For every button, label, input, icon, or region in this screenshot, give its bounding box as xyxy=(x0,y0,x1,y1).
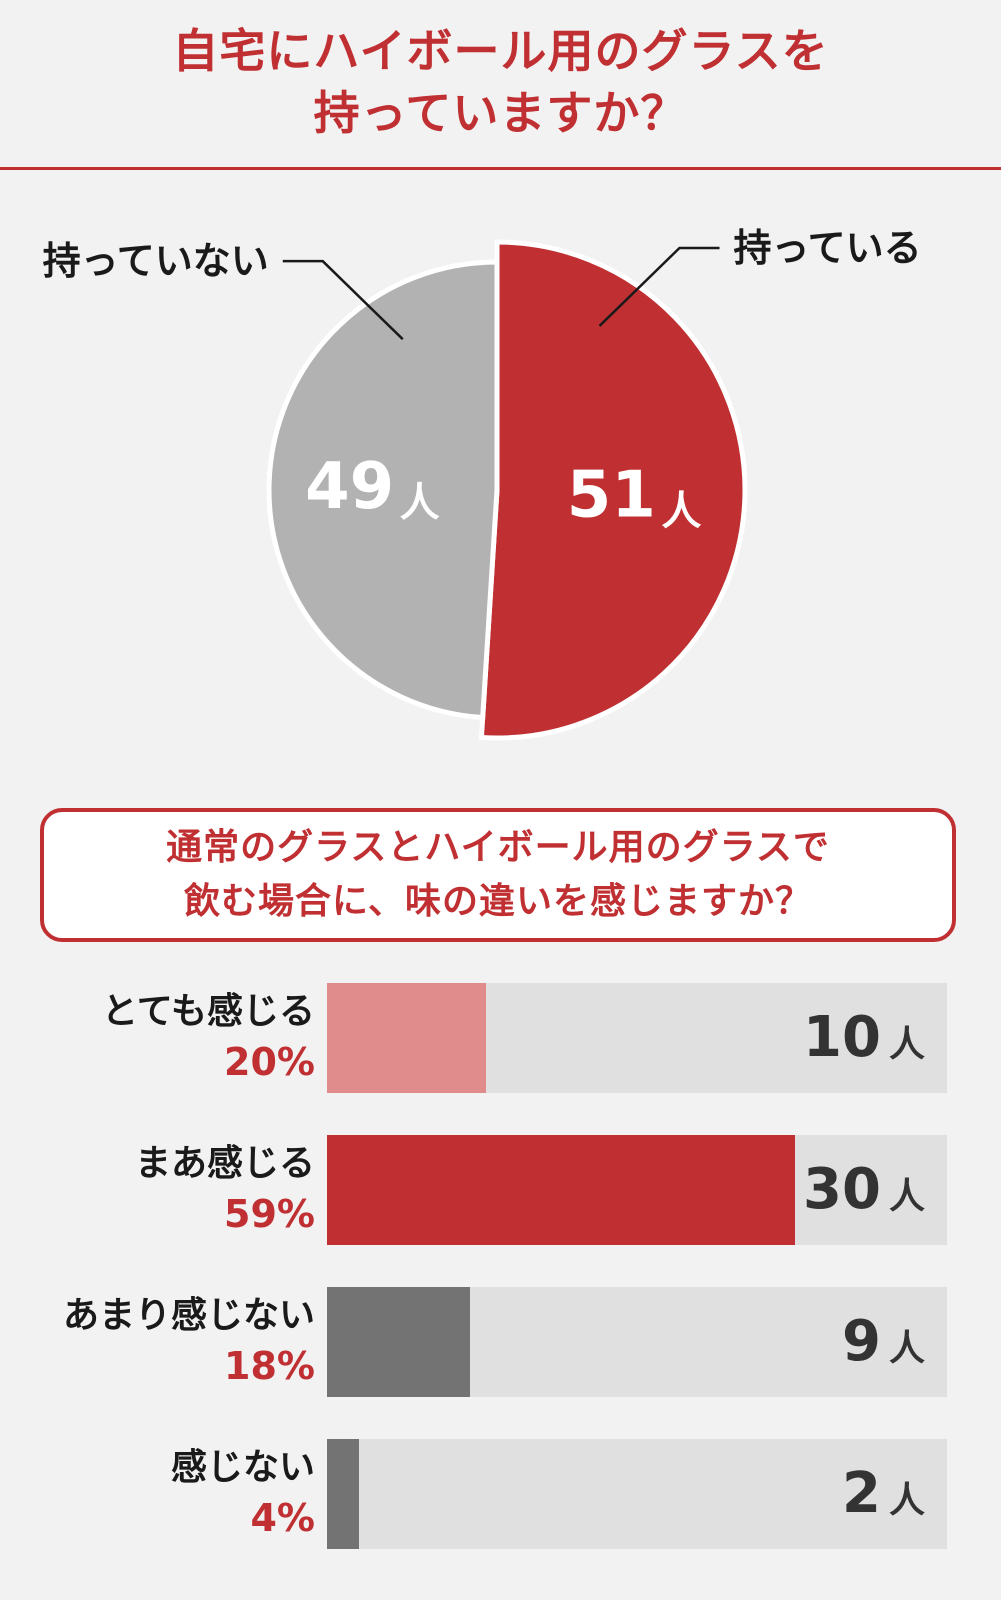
bar-category-label: 感じない xyxy=(170,1447,315,1488)
bar-track: 30 人 xyxy=(327,1135,947,1245)
title-line-2: 持っていますか？ xyxy=(313,86,688,140)
question-2-line-2: 飲む場合に、味の違いを感じますか？ xyxy=(184,881,812,922)
bar-count-label: 30 人 xyxy=(803,1157,925,1223)
bar-fill xyxy=(327,1135,796,1245)
bar-row: あまり感じない 18% 9 人 xyxy=(0,1287,1001,1397)
bar-category-label: とても感じる xyxy=(101,991,315,1032)
pie-slice-have xyxy=(478,239,748,741)
bar-count-unit: 人 xyxy=(888,1480,925,1521)
bar-percent-label: 59% xyxy=(224,1192,315,1236)
bar-fill xyxy=(327,983,486,1093)
bar-count-unit: 人 xyxy=(888,1024,925,1065)
title-divider xyxy=(0,167,1001,170)
pie-leader-line xyxy=(598,246,720,327)
pie-leader-line xyxy=(282,259,404,341)
bar-count-label: 10 人 xyxy=(803,1005,925,1071)
bar-percent-label: 18% xyxy=(224,1344,315,1388)
bar-row: まあ感じる 59% 30 人 xyxy=(0,1135,1001,1245)
pie-slice-not-have xyxy=(266,259,500,721)
bar-track: 10 人 xyxy=(327,983,947,1093)
page-title: 自宅にハイボール用のグラスを 持っていますか？ xyxy=(0,20,1001,144)
bar-category-label: まあ感じる xyxy=(134,1143,315,1184)
bar-fill xyxy=(327,1287,470,1397)
pie-category-label: 持っている xyxy=(734,226,922,270)
bar-fill xyxy=(327,1439,359,1549)
bar-row: とても感じる 20% 10 人 xyxy=(0,983,1001,1093)
bar-count-number: 2 xyxy=(842,1461,881,1526)
question-2-line-1: 通常のグラスとハイボール用のグラスで xyxy=(166,827,830,868)
bar-count-unit: 人 xyxy=(888,1176,925,1217)
pie-unit-label: 人 xyxy=(661,488,701,534)
pie-value-label: 49 xyxy=(305,450,394,524)
pie-category-label: 持っていない xyxy=(43,239,269,283)
title-line-1: 自宅にハイボール用のグラスを xyxy=(172,24,829,78)
pie-value-label: 51 xyxy=(567,458,656,532)
question-2-box: 通常のグラスとハイボール用のグラスで 飲む場合に、味の違いを感じますか？ xyxy=(40,808,956,942)
bar-percent-label: 20% xyxy=(224,1040,315,1084)
bar-category-label: あまり感じない xyxy=(62,1295,315,1336)
bar-percent-label: 4% xyxy=(250,1496,315,1540)
bar-count-number: 10 xyxy=(803,1005,881,1070)
bar-count-unit: 人 xyxy=(888,1328,925,1369)
bar-count-number: 9 xyxy=(842,1309,881,1374)
pie-unit-label: 人 xyxy=(400,480,440,526)
bar-row: 感じない 4% 2 人 xyxy=(0,1439,1001,1549)
bar-count-number: 30 xyxy=(803,1157,881,1222)
